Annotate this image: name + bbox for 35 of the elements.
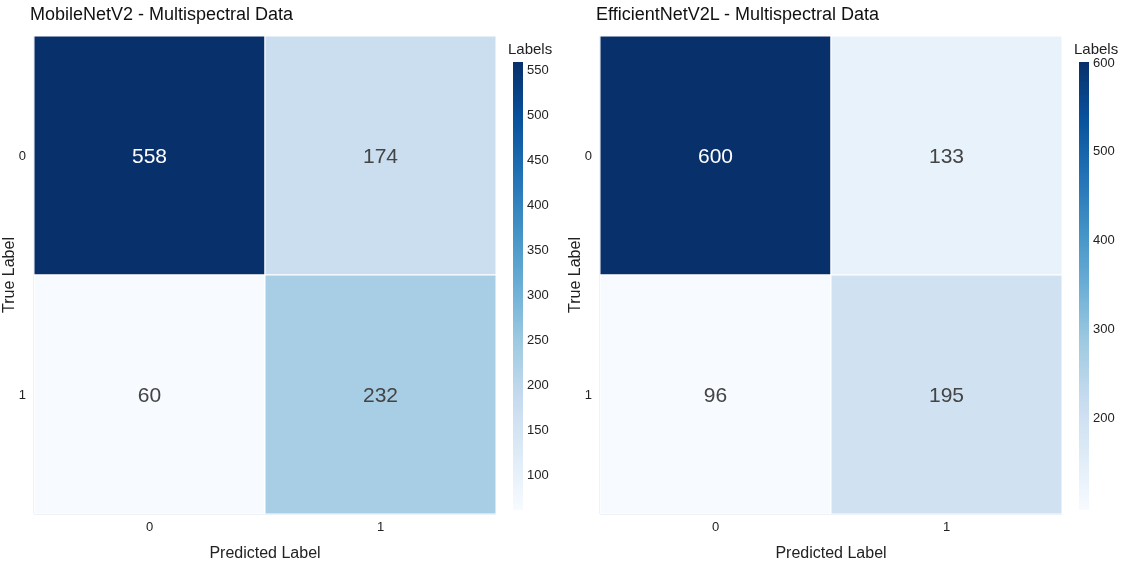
- color-bar-label: 550: [527, 61, 549, 77]
- color-bar-label: 300: [1093, 321, 1115, 337]
- data-label: 232: [362, 383, 399, 406]
- color-bar-label: 350: [527, 241, 549, 257]
- data-label: 195: [928, 383, 965, 406]
- color-bar-label: 200: [1093, 410, 1115, 426]
- color-bar-label: 500: [527, 106, 549, 122]
- x-tick-label: 0: [711, 519, 720, 535]
- x-tick-label: 1: [942, 519, 951, 535]
- color-bar-label: 400: [527, 196, 549, 212]
- y-axis-title: True Label: [565, 237, 583, 313]
- color-bar-label: 500: [1093, 143, 1115, 159]
- color-bar-label: 600: [1093, 54, 1115, 70]
- data-label: 133: [928, 144, 965, 167]
- y-axis-title: True Label: [0, 237, 17, 313]
- data-label: 60: [137, 383, 162, 406]
- data-label: 600: [697, 144, 734, 167]
- chart-title: MobileNetV2 - Multispectral Data: [30, 4, 294, 25]
- x-axis-title: Predicted Label: [775, 544, 887, 561]
- color-bar-label: 300: [527, 286, 549, 302]
- color-bar-label: 100: [527, 466, 549, 482]
- chart-title: EfficientNetV2L - Multispectral Data: [596, 4, 880, 25]
- color-bar-title: Labels: [508, 40, 553, 57]
- x-axis-title: Predicted Label: [209, 544, 321, 561]
- x-tick-label: 0: [145, 519, 154, 535]
- data-label: 96: [703, 383, 728, 406]
- data-label: 174: [362, 144, 399, 167]
- color-bar-label: 150: [527, 421, 549, 437]
- color-bar-label: 450: [527, 151, 549, 167]
- color-bar-label: 200: [527, 376, 549, 392]
- color-bar-label: 400: [1093, 232, 1115, 248]
- x-tick-label: 1: [376, 519, 385, 535]
- color-bar-title: Labels: [1074, 40, 1119, 57]
- data-label: 558: [131, 144, 168, 167]
- color-bar-label: 250: [527, 331, 549, 347]
